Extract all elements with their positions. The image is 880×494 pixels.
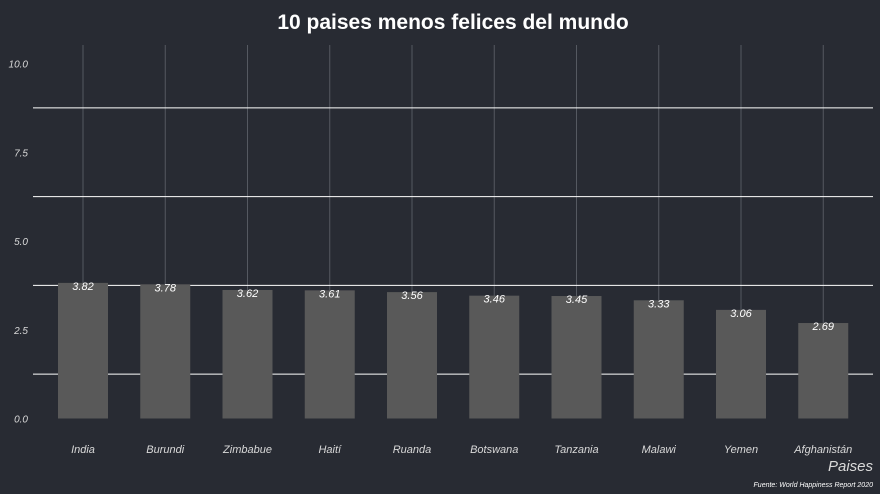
bar <box>469 295 520 419</box>
x-tick-label: Yemen <box>724 444 758 456</box>
x-tick-label: Burundi <box>146 444 184 456</box>
x-tick-label: Afghanistán <box>793 444 852 456</box>
bar <box>222 289 273 419</box>
x-tick-label: Ruanda <box>393 444 432 456</box>
x-tick-label: Malawi <box>642 444 677 456</box>
y-tick-label: 10.0 <box>9 60 29 71</box>
bar-value-label: 3.06 <box>730 308 752 320</box>
bar-value-label: 3.61 <box>319 288 340 300</box>
bar-value-label: 3.46 <box>484 294 506 306</box>
bar <box>798 323 849 419</box>
bar-value-label: 3.56 <box>401 290 423 302</box>
chart-title: 10 paises menos felices del mundo <box>277 11 628 34</box>
bar <box>140 284 191 419</box>
bar-value-label: 3.45 <box>566 294 588 306</box>
bar-value-label: 3.82 <box>72 281 93 293</box>
bar <box>304 290 355 419</box>
bar-value-label: 3.33 <box>648 298 670 310</box>
y-tick-label: 0.0 <box>14 415 28 426</box>
y-tick-labels: 0.0 2.5 5.0 7.5 10.0 <box>9 60 29 426</box>
x-tick-label: India <box>71 444 95 456</box>
bar <box>387 292 437 419</box>
x-tick-label: Zimbabue <box>222 444 272 456</box>
bar-value-label: 2.69 <box>812 321 834 333</box>
x-axis-title: Paises <box>828 458 874 475</box>
x-tick-label: Haití <box>318 444 342 456</box>
source-caption: Fuente: World Happiness Report 2020 <box>754 482 874 489</box>
x-tick-label: Botswana <box>470 444 518 456</box>
x-tick-label: Tanzania <box>554 444 598 456</box>
value-labels: 3.82 3.78 3.62 3.61 3.56 3.46 3.45 3.33 3.06 2.69 <box>72 281 834 333</box>
x-tick-labels: India Burundi Zimbabue Haití Ruanda Botswana T… <box>71 444 852 456</box>
bar-value-label: 3.62 <box>237 288 258 300</box>
bar <box>633 300 684 419</box>
bar <box>716 309 766 419</box>
y-tick-label: 5.0 <box>14 237 28 248</box>
bars <box>58 282 849 419</box>
bar <box>58 282 108 419</box>
bar-value-label: 3.78 <box>155 282 177 294</box>
y-tick-label: 2.5 <box>13 326 28 337</box>
bar <box>551 296 602 419</box>
y-tick-label: 7.5 <box>14 148 28 159</box>
